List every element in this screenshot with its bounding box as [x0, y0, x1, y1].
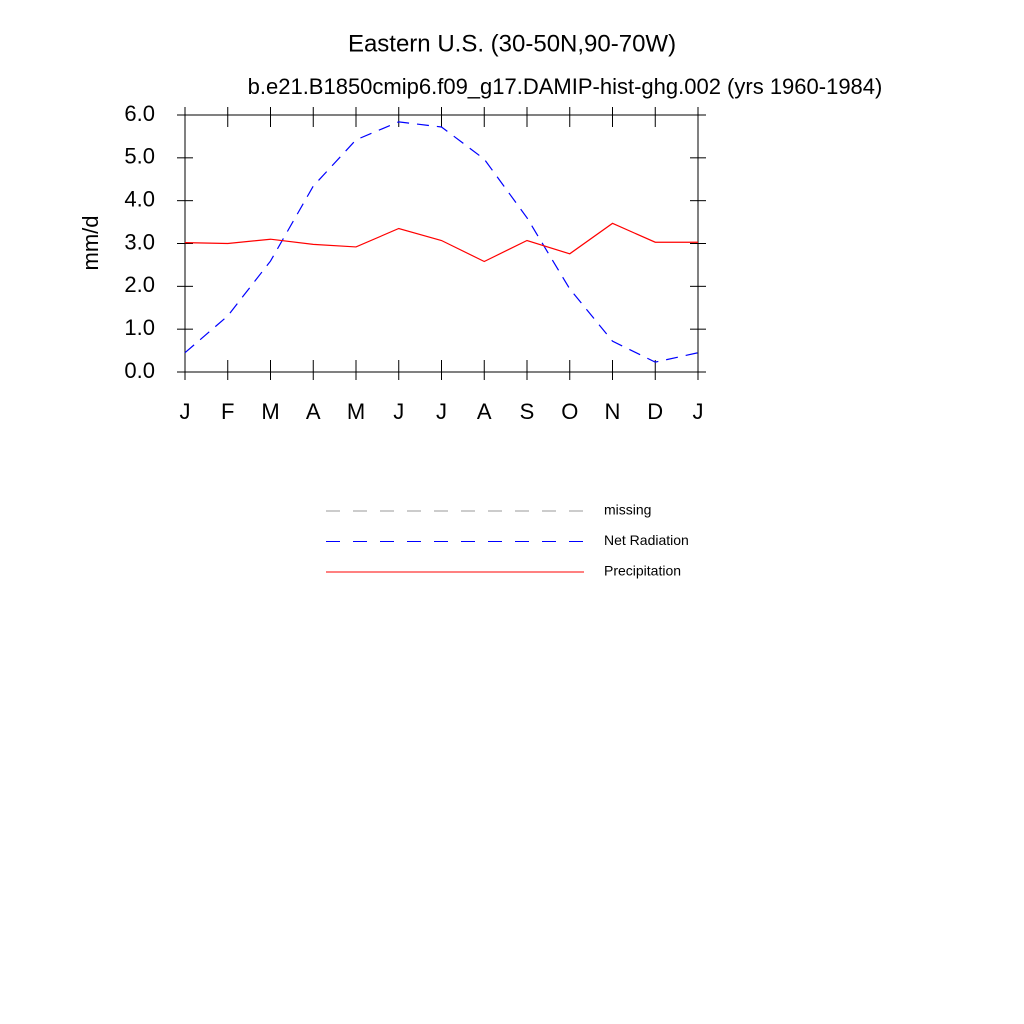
x-tick-label: M: [347, 399, 365, 424]
chart-title: Eastern U.S. (30-50N,90-70W): [348, 30, 676, 57]
x-tick-label: J: [180, 399, 191, 424]
x-tick-label: A: [306, 399, 321, 424]
x-tick-label: M: [261, 399, 279, 424]
y-tick-label: 3.0: [124, 229, 155, 254]
y-tick-label: 2.0: [124, 272, 155, 297]
x-tick-label: J: [393, 399, 404, 424]
x-tick-label: N: [605, 399, 621, 424]
y-tick-label: 5.0: [124, 144, 155, 169]
x-tick-label: D: [647, 399, 663, 424]
series-line: [184, 121, 699, 363]
legend-label: missing: [604, 502, 651, 518]
x-tick-label: J: [436, 399, 447, 424]
y-tick-label: 6.0: [124, 101, 155, 126]
chart-subtitle: b.e21.B1850cmip6.f09_g17.DAMIP-hist-ghg.…: [248, 74, 883, 99]
x-tick-label: O: [561, 399, 578, 424]
y-tick-label: 4.0: [124, 186, 155, 211]
x-tick-label: F: [221, 399, 234, 424]
x-tick-label: J: [693, 399, 704, 424]
legend-label: Net Radiation: [604, 532, 689, 548]
x-tick-label: A: [477, 399, 492, 424]
legend-label: Precipitation: [604, 563, 681, 579]
y-tick-label: 1.0: [124, 315, 155, 340]
x-tick-label: S: [520, 399, 535, 424]
series-line: [184, 222, 698, 263]
y-axis-label: mm/d: [78, 216, 103, 271]
plot-frame: [184, 114, 699, 373]
y-tick-label: 0.0: [124, 358, 155, 383]
